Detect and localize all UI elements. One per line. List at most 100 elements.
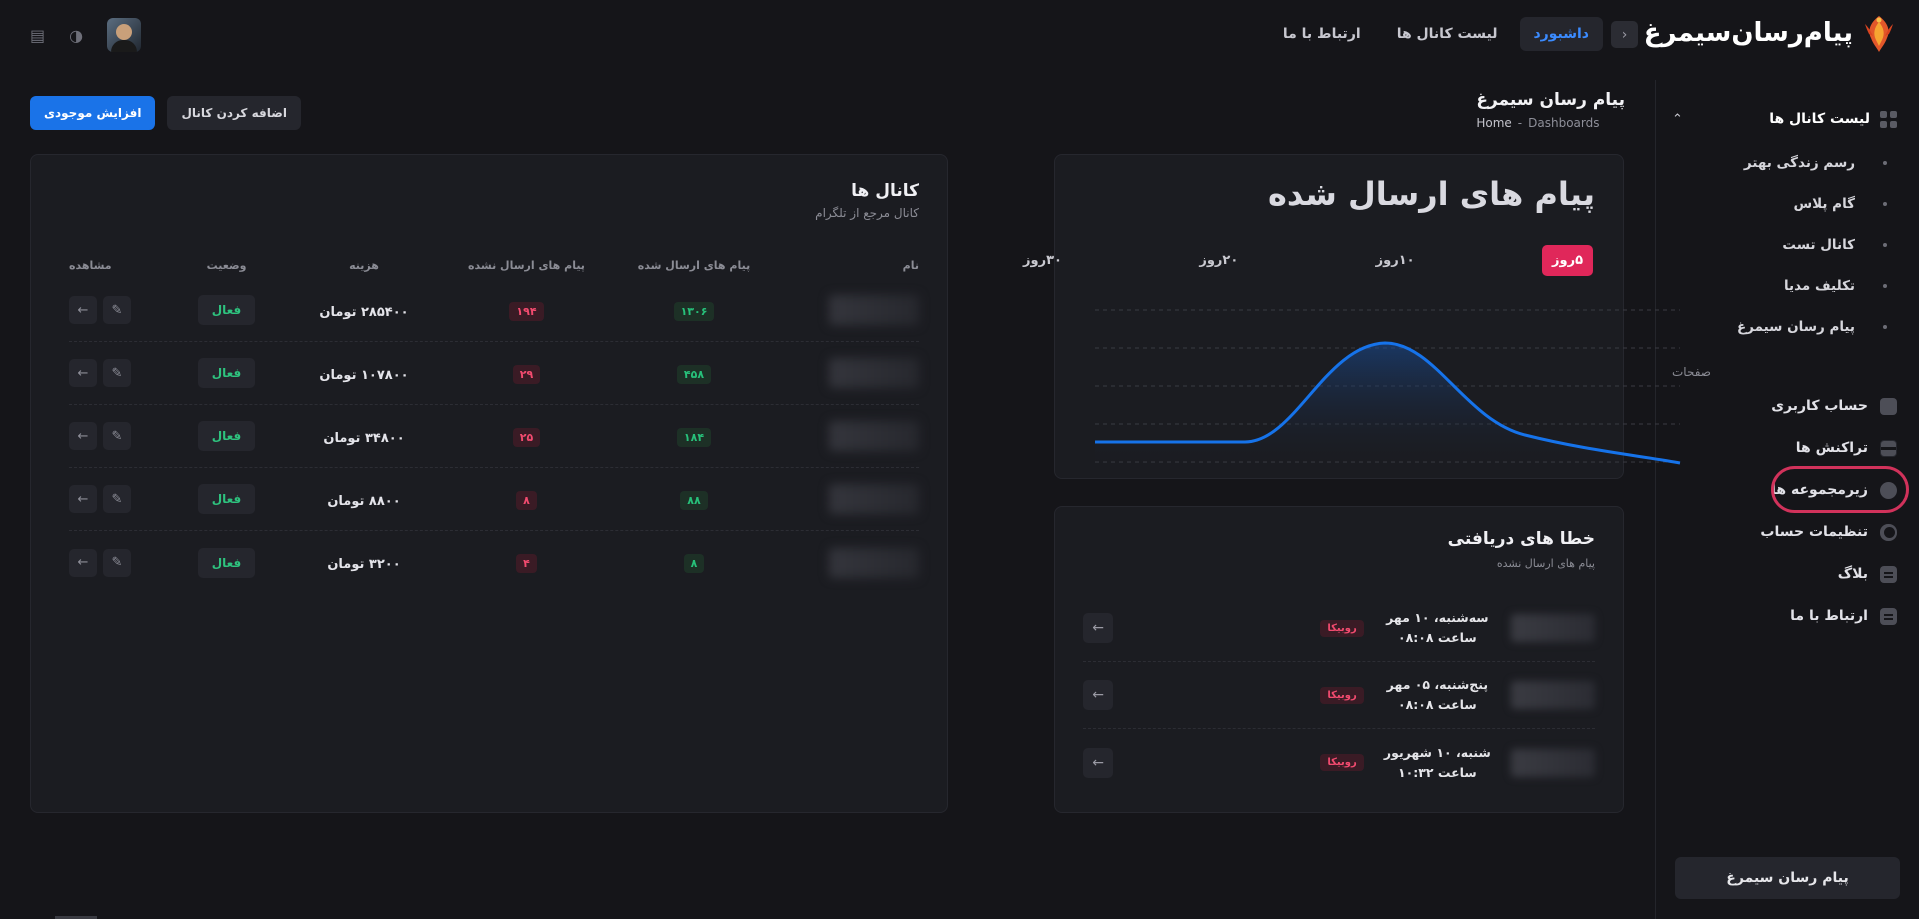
open-channel-button[interactable]: ← [69,422,97,450]
sidebar-item-transactions[interactable]: تراکنش ها [1672,427,1897,469]
sidebar: لیست کانال ها ⌃ رسم زندگی بهتر گام پلاس … [1655,80,1919,919]
open-error-button[interactable]: ← [1083,747,1114,778]
failed-count-badge: ۸ [516,490,537,510]
sent-count-badge: ۸۸ [680,490,708,510]
grid-icon [1880,110,1897,128]
sidebar-collapse-button[interactable]: ‹ [1611,21,1638,48]
sidebar-item-account[interactable]: حساب کاربری [1672,385,1897,427]
open-error-button[interactable]: ← [1083,613,1114,643]
cost-value: ۲۸۵۴۰۰ تومان [319,304,409,320]
page-actions: افزایش موجودی اضافه کردن کانال [30,96,301,130]
sidebar-item-label: ارتباط با ما [1790,608,1868,624]
error-time: ساعت ۱۰:۳۲ [1398,764,1477,780]
sidebar-group: لیست کانال ها ⌃ رسم زندگی بهتر گام پلاس … [1672,104,1909,637]
chart-line [1095,341,1681,465]
failed-count-badge: ۱۹۴ [509,301,544,321]
tab-20-days[interactable]: ۲۰روز [1199,253,1239,268]
errors-card: خطا های دریافتی پیام های ارسال نشده سه‌ش… [1054,506,1624,813]
blog-icon [1880,565,1897,583]
sidebar-item-settings[interactable]: تنظیمات حساب [1672,511,1897,553]
edit-channel-button[interactable]: ✎ [103,548,131,577]
sidebar-channel-item[interactable]: تکلیف مدیا [1672,265,1897,306]
status-toggle-button[interactable]: فعال [197,358,256,388]
arrow-left-icon: ← [1092,687,1104,703]
brand-logo[interactable]: پیام‌رسان‌سیمرغ [1644,12,1897,54]
arrow-left-icon: ← [77,555,89,570]
edit-channel-button[interactable]: ✎ [103,485,131,513]
error-date: پنج‌شنبه، ۰۵ مهر [1386,677,1489,692]
sidebar-channel-item[interactable]: کانال تست [1672,224,1897,265]
blurred-channel-name [1511,748,1595,777]
open-channel-button[interactable]: ← [69,485,97,513]
breadcrumb-current: Dashboards [1528,116,1600,130]
error-row: پنج‌شنبه، ۰۵ مهر ساعت ۰۸:۰۸ روبیکا ← [1083,662,1595,729]
increase-balance-button[interactable]: افزایش موجودی [30,96,156,130]
col-view: مشاهده [69,258,112,272]
message-icon[interactable]: ▤ [30,25,46,45]
nav-dashboard[interactable]: داشبورد [1519,17,1603,51]
add-channel-button[interactable]: اضافه کردن کانال [167,96,301,130]
user-card-icon [1880,397,1897,415]
col-cost: هزینه [349,258,379,272]
avatar[interactable] [107,18,142,52]
breadcrumb-home[interactable]: Home [1476,116,1512,130]
edit-channel-button[interactable]: ✎ [103,422,131,450]
horizontal-scrollbar[interactable] [55,916,97,919]
table-row: ۸۸ ۸ ۸۸۰۰ تومان فعال ← ✎ [69,468,919,531]
status-toggle-button[interactable]: فعال [197,547,256,578]
period-tabs: ۵روز ۱۰روز ۲۰روز ۳۰روز [1013,245,1593,276]
platform-badge: روبیکا [1320,754,1364,771]
failed-count-badge: ۴ [516,554,537,573]
failed-count-badge: ۲۹ [512,364,541,384]
arrow-left-icon: ← [77,491,89,507]
status-toggle-button[interactable]: فعال [197,295,256,325]
credit-card-icon [1880,439,1897,457]
sidebar-channels-toggle[interactable]: لیست کانال ها ⌃ [1672,104,1897,134]
channels-subtitle: کانال مرجع از تلگرام [815,206,919,220]
tab-10-days[interactable]: ۱۰روز [1375,253,1415,268]
pencil-icon: ✎ [111,555,123,570]
errors-subtitle: پیام های ارسال نشده [1496,557,1595,570]
error-time: ساعت ۰۸:۰۸ [1398,697,1477,712]
blurred-channel-name [1511,681,1595,709]
blurred-channel-name [829,295,919,325]
status-toggle-button[interactable]: فعال [197,421,256,451]
sidebar-footer-button[interactable]: پیام رسان سیمرغ [1675,857,1900,899]
table-row: ۴۵۸ ۲۹ ۱۰۷۸۰۰ تومان فعال ← ✎ [69,342,919,405]
nav-contact[interactable]: ارتباط با ما [1282,26,1361,42]
error-time: ساعت ۰۸:۰۸ [1398,630,1477,645]
error-datetime: شنبه، ۱۰ شهریور ساعت ۱۰:۳۲ [1377,743,1497,783]
edit-channel-button[interactable]: ✎ [103,296,131,324]
failed-count-badge: ۲۵ [512,427,541,447]
top-header: پیام‌رسان‌سیمرغ ‹ داشبورد لیست کانال ها … [0,0,1919,70]
sidebar-item-subsets[interactable]: زیرمجموعه ها [1672,466,1909,513]
chart-area [1095,343,1680,463]
blurred-channel-name [829,358,919,388]
table-row: ۱۳۰۶ ۱۹۴ ۲۸۵۴۰۰ تومان فعال ← ✎ [69,279,919,342]
sidebar-item-blog[interactable]: بلاگ [1672,553,1897,595]
arrow-left-icon: ← [77,365,89,381]
status-toggle-button[interactable]: فعال [197,484,256,514]
sidebar-channel-item[interactable]: رسم زندگی بهتر [1672,142,1897,183]
sidebar-item-contact[interactable]: ارتباط با ما [1672,595,1897,637]
edit-channel-button[interactable]: ✎ [103,359,131,387]
open-error-button[interactable]: ← [1083,680,1114,710]
open-channel-button[interactable]: ← [69,359,97,387]
chevron-up-icon: ⌃ [1672,111,1683,127]
tab-5-days[interactable]: ۵روز [1542,245,1593,276]
errors-list: سه‌شنبه، ۱۰ مهر ساعت ۰۸:۰۸ روبیکا ← پنج‌… [1083,595,1595,796]
brand-name: پیام‌رسان‌سیمرغ [1643,18,1854,48]
open-channel-button[interactable]: ← [69,296,97,324]
sent-count-badge: ۱۳۰۶ [673,301,715,321]
pencil-icon: ✎ [111,491,123,507]
sidebar-channel-item[interactable]: پیام رسان سیمرغ [1672,306,1897,347]
open-channel-button[interactable]: ← [69,548,97,577]
sidebar-channel-list: رسم زندگی بهتر گام پلاس کانال تست تکلیف … [1672,142,1897,347]
arrow-left-icon: ← [1092,620,1104,636]
arrow-left-icon: ← [77,302,89,318]
tab-30-days[interactable]: ۳۰روز [1023,253,1062,268]
moon-icon[interactable]: ◑ [69,25,84,45]
nav-channel-list[interactable]: لیست کانال ها [1396,26,1498,42]
table-row: ۱۸۴ ۲۵ ۳۴۸۰۰ تومان فعال ← ✎ [69,405,919,468]
sidebar-channel-item[interactable]: گام پلاس [1672,183,1897,224]
